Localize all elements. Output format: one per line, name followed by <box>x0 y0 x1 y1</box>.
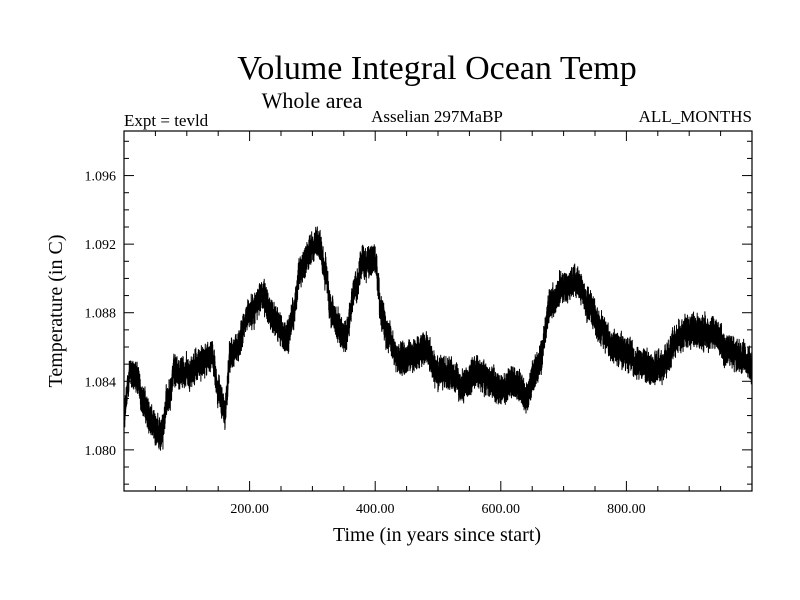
x-tick-label: 600.00 <box>482 502 521 517</box>
chart-subtitle: Whole area <box>262 88 363 113</box>
x-tick-label: 200.00 <box>230 502 269 517</box>
x-tick-label: 800.00 <box>607 502 646 517</box>
expt-label: Expt = tevld <box>124 111 209 130</box>
y-tick-label: 1.088 <box>85 307 117 322</box>
y-tick-label: 1.092 <box>85 238 117 253</box>
x-axis-label: Time (in years since start) <box>333 524 541 546</box>
months-label: ALL_MONTHS <box>639 107 752 126</box>
y-tick-label: 1.080 <box>85 444 117 459</box>
x-tick-label: 400.00 <box>356 502 395 517</box>
series-line <box>124 226 752 451</box>
chart-title: Volume Integral Ocean Temp <box>237 50 637 87</box>
plot-frame <box>123 130 753 492</box>
y-axis-label: Temperature (in C) <box>45 235 67 388</box>
y-tick-label: 1.096 <box>85 170 117 185</box>
series-layer <box>124 226 752 451</box>
period-label: Asselian 297MaBP <box>371 107 503 126</box>
y-tick-label: 1.084 <box>85 375 117 390</box>
ticks-layer: 200.00 400.00 600.00 800.00 1.080 1.084 1.088 1… <box>85 131 752 517</box>
